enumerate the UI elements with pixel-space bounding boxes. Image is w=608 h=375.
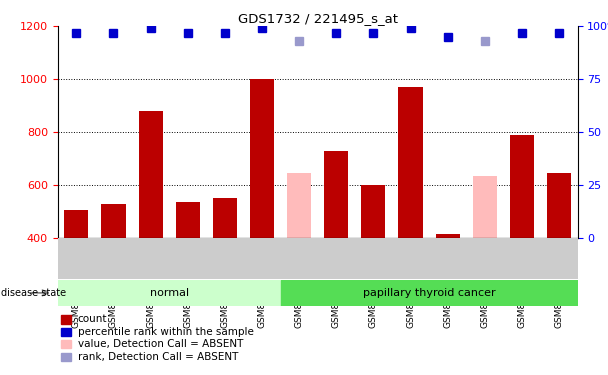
Bar bbox=[287, 173, 311, 238]
Bar bbox=[398, 87, 423, 238]
Bar bbox=[58, 280, 280, 306]
Bar bbox=[176, 202, 200, 238]
Bar bbox=[64, 210, 88, 238]
Bar bbox=[547, 173, 571, 238]
Bar bbox=[280, 280, 578, 306]
Bar bbox=[324, 151, 348, 238]
Bar bbox=[510, 135, 534, 238]
Bar bbox=[102, 204, 125, 238]
Text: value, Detection Call = ABSENT: value, Detection Call = ABSENT bbox=[78, 339, 243, 349]
Text: count: count bbox=[78, 315, 108, 324]
Bar bbox=[435, 234, 460, 238]
Bar bbox=[213, 198, 237, 238]
Text: disease state: disease state bbox=[1, 288, 66, 298]
Bar bbox=[250, 79, 274, 238]
Text: papillary thyroid cancer: papillary thyroid cancer bbox=[363, 288, 496, 298]
Title: GDS1732 / 221495_s_at: GDS1732 / 221495_s_at bbox=[238, 12, 398, 25]
Bar bbox=[139, 111, 163, 238]
Bar bbox=[472, 176, 497, 238]
Bar bbox=[361, 185, 385, 238]
Text: normal: normal bbox=[150, 288, 188, 298]
Text: percentile rank within the sample: percentile rank within the sample bbox=[78, 327, 254, 337]
Text: rank, Detection Call = ABSENT: rank, Detection Call = ABSENT bbox=[78, 352, 238, 362]
